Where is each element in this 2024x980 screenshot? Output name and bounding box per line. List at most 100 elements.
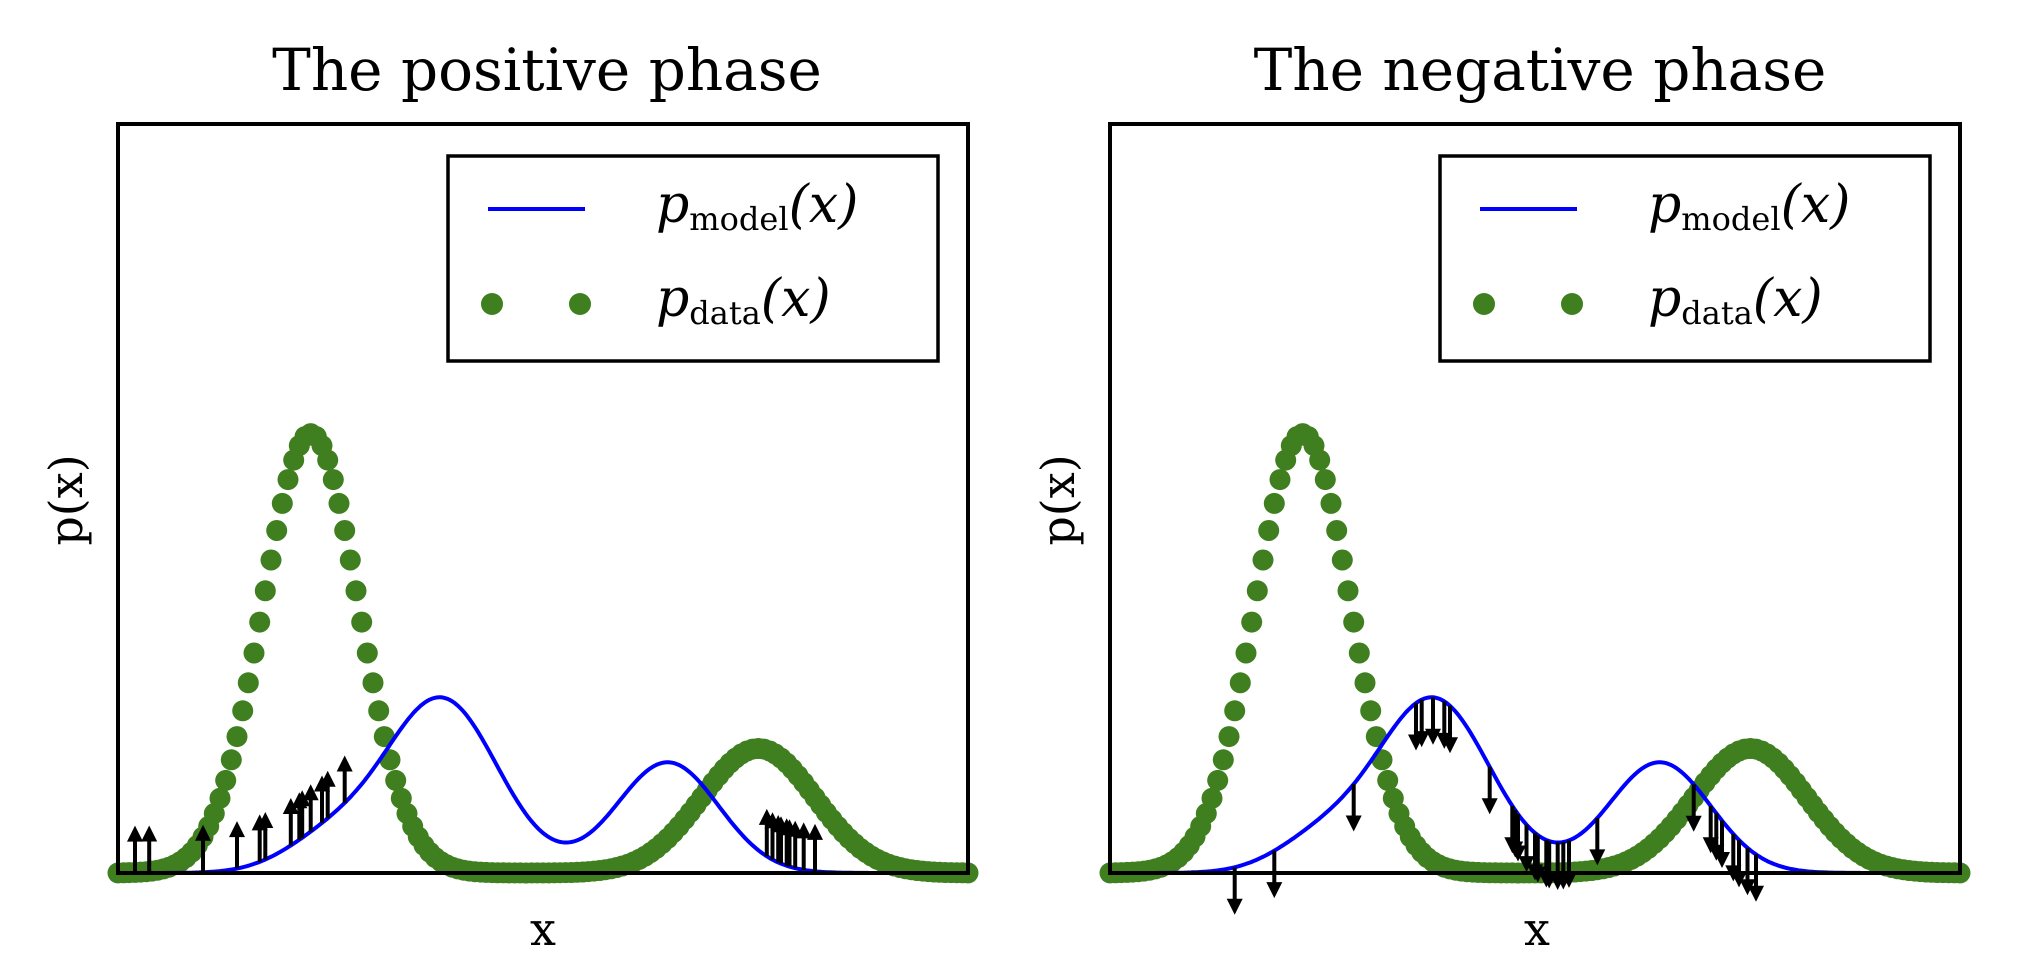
p-data-point xyxy=(215,769,237,791)
gradient-arrow xyxy=(1561,840,1577,888)
p-data-point xyxy=(1235,642,1257,664)
p-data-point xyxy=(271,492,293,514)
p-data-point xyxy=(1212,749,1234,771)
panel-positive-phase: The positive phase x p(x) pmodel(x) pdat… xyxy=(39,36,979,956)
gradient-arrow xyxy=(1739,847,1756,896)
p-data-point xyxy=(1343,611,1365,633)
gradient-arrow xyxy=(1442,705,1458,754)
gradient-arrow xyxy=(141,825,158,873)
p-data-point xyxy=(1229,672,1251,694)
gradient-arrow xyxy=(282,798,299,846)
legend: pmodel(x) pdata(x) xyxy=(1438,154,1932,363)
legend-dot-swatch xyxy=(481,293,503,315)
legend-entry-model: pmodel(x) xyxy=(656,175,858,238)
p-data-point xyxy=(339,549,361,571)
gradient-arrow xyxy=(1425,697,1441,745)
p-data-point xyxy=(385,769,407,791)
gradient-arrow xyxy=(1731,840,1747,888)
legend-dot-swatch xyxy=(569,293,591,315)
plot-area xyxy=(1099,423,1971,915)
legend-entry-model: pmodel(x) xyxy=(1648,175,1850,238)
p-data-point xyxy=(1201,787,1223,809)
p-data-point xyxy=(1320,492,1342,514)
p-data-point xyxy=(1263,492,1285,514)
p-data-point xyxy=(317,449,339,471)
p-data-point xyxy=(1354,672,1376,694)
p-data-point xyxy=(226,726,248,748)
gradient-arrow xyxy=(1748,854,1764,902)
gradient-arrow xyxy=(294,790,311,838)
p-data-point xyxy=(328,492,350,514)
p-data-point xyxy=(356,642,378,664)
p-data-point xyxy=(1314,469,1336,491)
legend: pmodel(x) pdata(x) xyxy=(446,154,940,363)
y-axis-label: p(x) xyxy=(1031,454,1085,545)
p-data-point xyxy=(232,700,254,722)
p-data-point xyxy=(243,642,265,664)
gradient-arrow xyxy=(336,755,353,803)
p-data-point xyxy=(1331,549,1353,571)
p-data-point xyxy=(1269,469,1291,491)
gradient-arrow xyxy=(1345,784,1362,832)
gradient-arrow xyxy=(1413,699,1430,748)
legend-box xyxy=(1438,154,1932,363)
plot-frame xyxy=(1108,122,1962,875)
gradient-arrow xyxy=(1685,784,1702,832)
p-data-point xyxy=(1241,611,1263,633)
p-data-point xyxy=(1224,700,1246,722)
gradient-arrow xyxy=(319,770,336,819)
gradient-arrow xyxy=(807,823,823,872)
p-data-point xyxy=(1246,580,1268,602)
gradient-arrow xyxy=(795,822,812,870)
p-data-point xyxy=(1309,449,1331,471)
plot-area xyxy=(107,423,979,884)
p-data-point xyxy=(351,611,373,633)
p-data-point xyxy=(254,580,276,602)
chart-title: The positive phase xyxy=(272,36,822,104)
gradient-arrow xyxy=(1518,824,1535,873)
p-data-point xyxy=(1337,580,1359,602)
p-data-point xyxy=(209,787,231,809)
p-data-point xyxy=(322,469,344,491)
x-axis-label: x xyxy=(1524,902,1550,956)
p-data-point xyxy=(1326,520,1348,541)
legend-entry-data: pdata(x) xyxy=(1648,269,1823,332)
p-data-point xyxy=(1207,769,1229,791)
p-data-point xyxy=(1348,642,1370,664)
p-data-point xyxy=(1258,520,1280,541)
legend-dot-swatch xyxy=(1561,293,1583,315)
p-data-point xyxy=(1360,700,1382,722)
legend-box xyxy=(446,154,940,363)
gradient-arrow xyxy=(1589,818,1606,866)
panel-negative-phase: The negative phase x p(x) pmodel(x) pdat… xyxy=(1031,36,1971,956)
p-data-point xyxy=(260,549,282,571)
x-axis-label: x xyxy=(530,902,556,956)
gradient-arrow xyxy=(1266,850,1283,899)
p-data-point xyxy=(362,672,384,694)
gradient-arrow xyxy=(1714,820,1730,868)
p-data-point xyxy=(277,469,299,491)
p-data-point xyxy=(1377,769,1399,791)
gradient-arrow xyxy=(1510,814,1526,862)
gradient-arrow xyxy=(302,784,319,832)
legend-dot-swatch xyxy=(1473,293,1495,315)
p-data-point xyxy=(334,520,356,541)
p-data-point xyxy=(345,580,367,602)
p-model-line xyxy=(118,695,968,875)
p-data-point xyxy=(1252,549,1274,571)
gradient-arrow xyxy=(229,821,245,869)
p-data-point xyxy=(266,520,288,541)
gradient-arrow xyxy=(127,825,143,873)
p-data-point xyxy=(237,672,259,694)
p-data-point xyxy=(368,700,390,722)
gradient-arrow xyxy=(257,812,274,860)
gradient-arrow xyxy=(1481,766,1498,815)
p-data-point xyxy=(220,749,242,771)
chart-title: The negative phase xyxy=(1254,36,1827,104)
legend-entry-data: pdata(x) xyxy=(656,269,831,332)
gradient-arrow xyxy=(195,824,211,873)
y-axis-label: p(x) xyxy=(39,454,93,545)
p-data-point xyxy=(249,611,271,633)
p-data-point xyxy=(1218,726,1240,748)
